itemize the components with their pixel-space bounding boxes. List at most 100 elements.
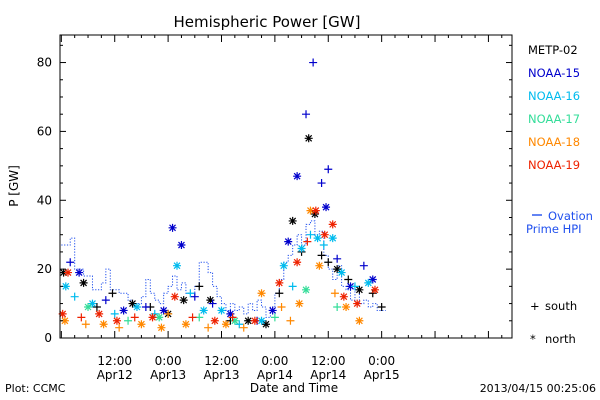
south-point <box>319 241 328 250</box>
north-point <box>230 316 239 325</box>
x-tick-label: 0:00 <box>155 354 182 368</box>
legend-entry: NOAA-19 <box>528 158 580 172</box>
south-point <box>359 261 368 270</box>
north-point <box>261 320 270 329</box>
south-point <box>190 292 199 301</box>
south-point <box>208 299 217 308</box>
plot-credit: Plot: CCMC <box>5 382 66 395</box>
series-noaa-18 <box>60 206 364 332</box>
north-point <box>295 299 304 308</box>
north-point <box>355 285 364 294</box>
north-point <box>177 241 186 250</box>
south-point <box>228 313 237 322</box>
south-point <box>333 303 342 312</box>
series-metp-02 <box>59 134 386 329</box>
south-marker-label: south <box>545 299 577 313</box>
north-point <box>310 210 319 219</box>
x-tick-label: 12:00 <box>204 354 239 368</box>
north-point <box>306 206 315 215</box>
x-tick-date-label: Apr13 <box>150 368 186 382</box>
y-tick-label: 20 <box>37 262 52 276</box>
north-point <box>268 306 277 315</box>
north-point <box>355 316 364 325</box>
north-point <box>206 296 215 305</box>
south-point <box>77 313 86 322</box>
north-point <box>333 265 342 274</box>
south-point <box>164 309 173 318</box>
series-noaa-16 <box>61 230 373 329</box>
south-point <box>141 303 150 312</box>
north-point <box>137 320 146 329</box>
south-point <box>333 254 342 263</box>
series-noaa-19 <box>58 206 379 325</box>
y-tick-label: 60 <box>37 124 52 138</box>
north-point <box>221 320 230 329</box>
south-point <box>309 58 318 67</box>
north-point <box>88 299 97 308</box>
north-point <box>364 278 373 287</box>
north-point <box>179 296 188 305</box>
timestamp: 2013/04/15 00:25:06 <box>480 382 596 395</box>
south-point <box>108 289 117 298</box>
north-point <box>79 278 88 287</box>
north-point <box>288 216 297 225</box>
north-point <box>199 306 208 315</box>
north-point <box>60 316 69 325</box>
north-point <box>328 234 337 243</box>
north-point <box>217 306 226 315</box>
north-point <box>322 203 331 212</box>
north-point <box>284 237 293 246</box>
north-marker-symbol: * <box>530 332 536 346</box>
plot-frame <box>59 34 513 339</box>
south-point <box>344 275 353 284</box>
north-point <box>311 206 320 215</box>
north-marker-label: north <box>545 332 576 346</box>
north-point <box>279 261 288 270</box>
north-point <box>337 268 346 277</box>
north-point <box>304 134 313 143</box>
south-point <box>124 316 133 325</box>
north-point <box>313 234 322 243</box>
north-point <box>84 303 93 312</box>
x-tick-date-label: Apr14 <box>257 368 293 382</box>
north-point <box>148 313 157 322</box>
x-tick-date-label: Apr12 <box>97 368 133 382</box>
x-tick-date-label: Apr14 <box>310 368 346 382</box>
south-point <box>235 320 244 329</box>
x-tick-label: 0:00 <box>368 354 395 368</box>
north-point <box>244 316 253 325</box>
south-point <box>195 313 204 322</box>
legend-entry: NOAA-18 <box>528 135 580 149</box>
north-point <box>370 285 379 294</box>
north-point <box>173 261 182 270</box>
legend-entry: METP-02 <box>528 43 578 57</box>
north-point <box>159 306 168 315</box>
north-point <box>315 261 324 270</box>
south-point <box>186 289 195 298</box>
north-point <box>353 299 362 308</box>
legend-entry: NOAA-15 <box>528 66 580 80</box>
legend-entry: NOAA-16 <box>528 89 580 103</box>
north-point <box>368 275 377 284</box>
north-point <box>257 289 266 298</box>
north-point <box>59 268 68 277</box>
north-point <box>328 220 337 229</box>
south-point <box>303 237 312 246</box>
south-point <box>275 289 284 298</box>
north-point <box>297 244 306 253</box>
south-point <box>324 165 333 174</box>
south-point <box>66 258 75 267</box>
north-point <box>320 230 329 239</box>
x-tick-label: 0:00 <box>261 354 288 368</box>
series-noaa-15 <box>66 58 377 325</box>
south-point <box>92 303 101 312</box>
x-axis-label: Date and Time <box>250 381 338 395</box>
north-point <box>293 258 302 267</box>
chart-title: Hemispheric Power [GW] <box>174 13 361 31</box>
north-point <box>302 285 311 294</box>
north-point <box>181 320 190 329</box>
north-point <box>157 323 166 332</box>
south-point <box>286 316 295 325</box>
north-point <box>293 172 302 181</box>
north-point <box>75 268 84 277</box>
